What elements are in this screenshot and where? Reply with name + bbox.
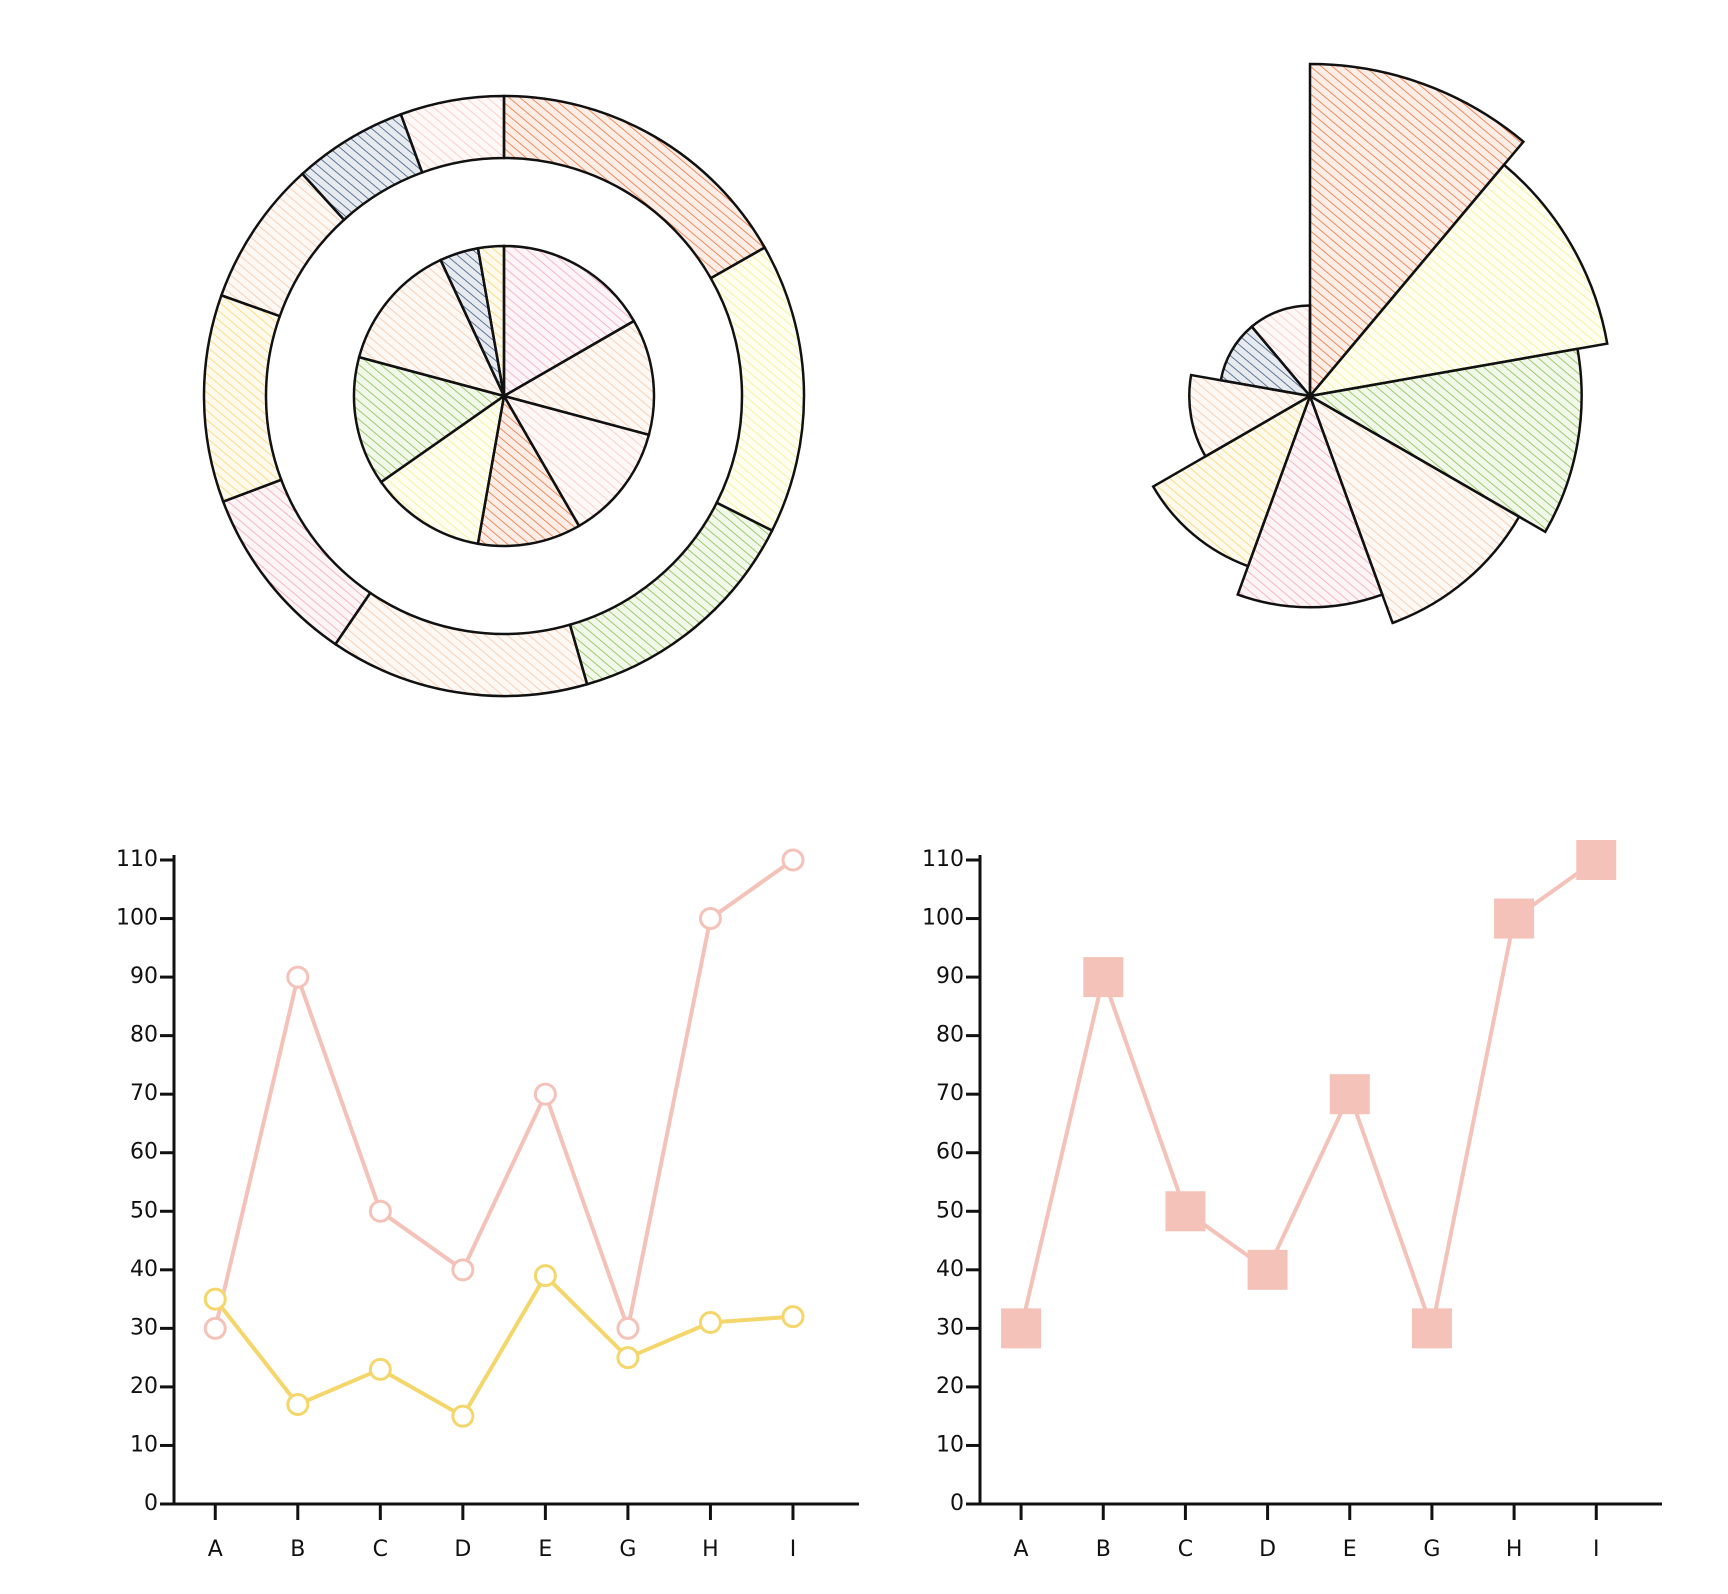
y-tick-label: 60 bbox=[936, 1140, 964, 1165]
x-tick-label: B bbox=[290, 1537, 305, 1562]
x-tick-label: E bbox=[538, 1537, 552, 1562]
line bbox=[213, 858, 795, 1331]
pie-slice bbox=[502, 244, 636, 399]
x-tick-label: G bbox=[1423, 1537, 1440, 1562]
y-tick-label: 90 bbox=[130, 964, 158, 989]
marker bbox=[533, 1264, 557, 1288]
y-tick-label: 40 bbox=[130, 1257, 158, 1282]
pie-slice bbox=[709, 245, 806, 533]
x-tick-label: I bbox=[1593, 1537, 1600, 1562]
rose-slice bbox=[1151, 393, 1313, 568]
x-tick-label: H bbox=[1506, 1537, 1523, 1562]
marker bbox=[1329, 1074, 1370, 1115]
marker bbox=[698, 1311, 722, 1335]
x-tick-label: I bbox=[790, 1537, 797, 1562]
y-tick-label: 0 bbox=[144, 1491, 158, 1516]
x-tick-label: C bbox=[373, 1537, 388, 1562]
marker bbox=[1411, 1308, 1452, 1349]
pie-slice bbox=[476, 244, 506, 397]
x-tick-label: B bbox=[1096, 1537, 1111, 1562]
y-tick-label: 0 bbox=[950, 1491, 964, 1516]
y-tick-label: 40 bbox=[936, 1257, 964, 1282]
x-tick-label: A bbox=[1014, 1537, 1029, 1562]
y-tick-label: 90 bbox=[936, 964, 964, 989]
x-tick-label: G bbox=[619, 1537, 636, 1562]
x-tick-label: C bbox=[1178, 1537, 1193, 1562]
marker bbox=[286, 965, 310, 989]
marker bbox=[203, 1316, 227, 1340]
marker bbox=[368, 1199, 392, 1223]
rose-slice bbox=[1307, 393, 1521, 625]
y-tick-label: 80 bbox=[936, 1023, 964, 1048]
y-tick-label: 50 bbox=[936, 1198, 964, 1223]
x-tick-label: D bbox=[454, 1537, 471, 1562]
marker bbox=[533, 1082, 557, 1106]
rose-slice bbox=[1306, 347, 1583, 534]
rose-slice bbox=[1306, 163, 1609, 398]
y-tick-label: 60 bbox=[130, 1140, 158, 1165]
marker bbox=[451, 1258, 475, 1282]
marker bbox=[1494, 898, 1535, 939]
marker bbox=[203, 1287, 227, 1311]
y-tick-label: 20 bbox=[936, 1374, 964, 1399]
y-tick-label: 20 bbox=[130, 1374, 158, 1399]
marker bbox=[781, 848, 805, 872]
y-tick-label: 100 bbox=[922, 906, 964, 931]
pie-slice bbox=[221, 478, 372, 646]
marker bbox=[1247, 1249, 1288, 1290]
y-tick-label: 30 bbox=[130, 1315, 158, 1340]
pie-slice bbox=[568, 501, 774, 686]
rose-slice bbox=[1188, 373, 1314, 459]
rose-slice bbox=[1236, 392, 1384, 609]
marker bbox=[1001, 1308, 1042, 1349]
x-tick-label: A bbox=[208, 1537, 223, 1562]
line bbox=[213, 1273, 794, 1419]
y-tick-label: 110 bbox=[116, 847, 158, 872]
marker bbox=[1576, 840, 1617, 880]
line bbox=[1019, 858, 1598, 1331]
marker bbox=[616, 1346, 640, 1370]
pie-slice bbox=[399, 94, 506, 175]
y-tick-label: 80 bbox=[130, 1023, 158, 1048]
pie-slice bbox=[202, 293, 283, 504]
y-tick-label: 70 bbox=[130, 1081, 158, 1106]
x-tick-label: H bbox=[702, 1537, 719, 1562]
y-tick-label: 10 bbox=[936, 1432, 964, 1457]
rose-slice bbox=[1250, 304, 1312, 400]
marker bbox=[698, 907, 722, 931]
y-tick-label: 30 bbox=[936, 1315, 964, 1340]
rose-slice bbox=[1308, 62, 1526, 400]
marker bbox=[781, 1305, 805, 1329]
marker bbox=[451, 1404, 475, 1428]
y-tick-label: 70 bbox=[936, 1081, 964, 1106]
marker bbox=[368, 1357, 392, 1381]
marker bbox=[616, 1316, 640, 1340]
y-tick-label: 50 bbox=[130, 1198, 158, 1223]
x-tick-label: E bbox=[1343, 1537, 1357, 1562]
marker bbox=[1083, 957, 1124, 998]
marker bbox=[1165, 1191, 1206, 1232]
marker bbox=[286, 1392, 310, 1416]
y-tick-label: 110 bbox=[922, 847, 964, 872]
x-tick-label: D bbox=[1259, 1537, 1276, 1562]
pie-slice bbox=[333, 591, 589, 698]
y-tick-label: 10 bbox=[130, 1432, 158, 1457]
y-tick-label: 100 bbox=[116, 906, 158, 931]
